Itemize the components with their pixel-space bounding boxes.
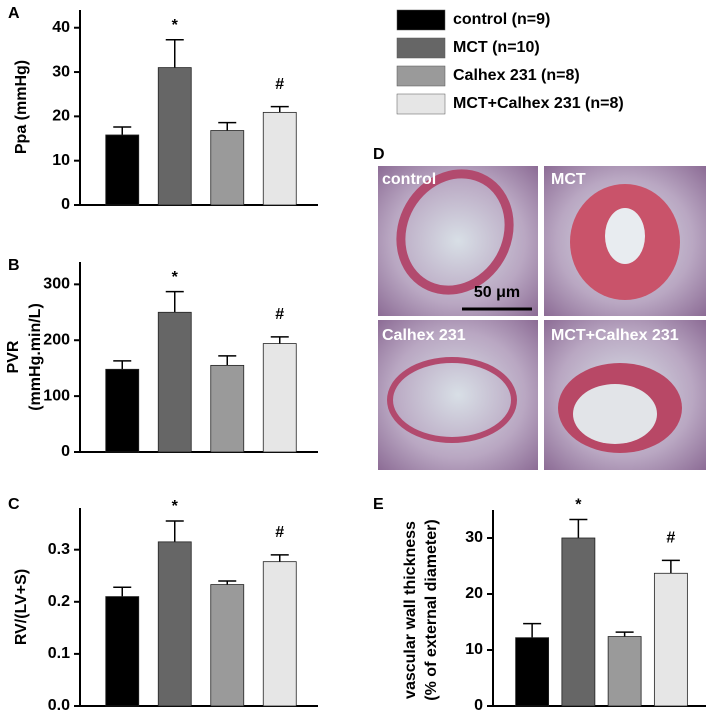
y-tick-label: 200 <box>43 331 70 348</box>
vessel <box>387 357 517 443</box>
significance-marker: # <box>275 76 284 93</box>
y-tick-label: 300 <box>43 276 70 293</box>
significance-marker: # <box>275 306 284 323</box>
significance-marker: # <box>666 530 675 547</box>
legend-swatch <box>396 37 446 59</box>
y-tick-label: 10 <box>465 641 483 658</box>
bar <box>157 67 192 206</box>
y-tick-label: 20 <box>465 585 483 602</box>
legend-label: MCT (n=10) <box>453 39 540 56</box>
histology-caption: Calhex 231 <box>382 327 466 344</box>
significance-marker: # <box>275 524 284 541</box>
significance-marker: * <box>172 17 179 34</box>
histology-caption: control <box>382 171 436 188</box>
legend-swatch <box>396 65 446 87</box>
histology: D control MCT Calhex 231 MCT+Calhex 231 … <box>373 146 706 470</box>
bar <box>262 343 297 453</box>
legend-label: MCT+Calhex 231 (n=8) <box>453 95 624 112</box>
vessel-lumen <box>605 208 645 264</box>
y-tick-label: 0 <box>61 196 70 213</box>
bar <box>262 561 297 707</box>
vessel <box>396 169 514 295</box>
y-tick-label: 0.0 <box>48 697 70 712</box>
y-tick-label: 0 <box>61 443 70 460</box>
significance-marker: * <box>575 497 582 514</box>
y-axis-label: Ppa (mmHg) <box>13 60 30 154</box>
y-tick-label: 30 <box>465 529 483 546</box>
legend-label: Calhex 231 (n=8) <box>453 67 580 84</box>
bar <box>607 636 642 707</box>
bar <box>157 311 192 453</box>
y-tick-label: 10 <box>52 152 70 169</box>
panel-label: D <box>373 146 385 163</box>
histology-caption: MCT <box>551 171 586 188</box>
y-tick-label: 0 <box>474 697 483 712</box>
y-axis-label: vascular wall thickness <box>402 521 419 699</box>
bar <box>210 130 245 206</box>
histology-caption: MCT+Calhex 231 <box>551 327 679 344</box>
bar <box>105 368 140 453</box>
y-tick-label: 0.2 <box>48 593 70 610</box>
legend-label: control (n=9) <box>453 11 550 28</box>
y-axis-label: (mmHg.min/L) <box>27 303 44 411</box>
y-axis-label: RV/(LV+S) <box>13 569 30 645</box>
y-tick-label: 40 <box>52 19 70 36</box>
scale-bar-label: 50 μm <box>474 284 520 301</box>
significance-marker: * <box>172 269 179 286</box>
significance-marker: * <box>172 498 179 515</box>
legend-swatch <box>396 9 446 31</box>
bar <box>105 596 140 707</box>
legend-swatch <box>396 93 446 115</box>
y-axis-label: (% of external diameter) <box>423 519 440 700</box>
bar <box>653 572 688 707</box>
bar <box>157 541 192 707</box>
panel-label: A <box>8 5 20 22</box>
bar <box>262 111 297 206</box>
bar <box>515 637 550 707</box>
panel-label: C <box>8 496 20 513</box>
panel-label: B <box>8 257 20 274</box>
panel-label: E <box>373 496 384 513</box>
y-tick-label: 100 <box>43 387 70 404</box>
bar <box>210 364 245 453</box>
y-axis-label: PVR <box>5 340 22 373</box>
bar <box>561 537 596 707</box>
y-tick-label: 0.1 <box>48 645 70 662</box>
bar <box>105 134 140 206</box>
y-tick-label: 30 <box>52 63 70 80</box>
vessel-lumen <box>573 384 657 444</box>
y-tick-label: 0.3 <box>48 541 70 558</box>
bar <box>210 584 245 707</box>
y-tick-label: 20 <box>52 108 70 125</box>
